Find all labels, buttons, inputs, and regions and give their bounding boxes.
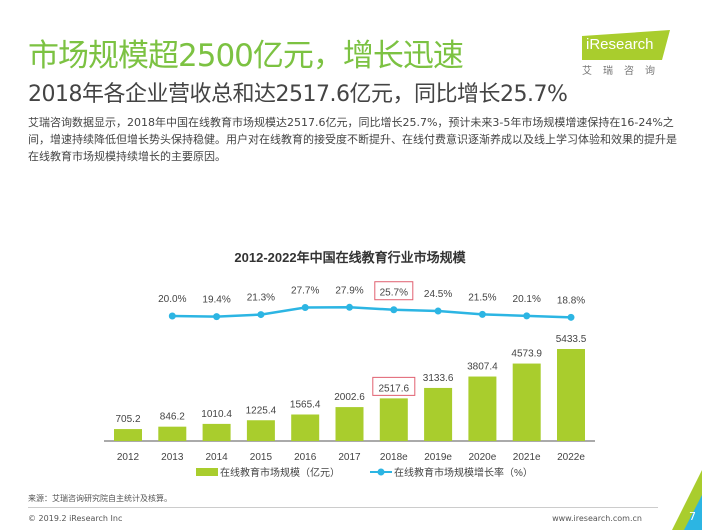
bar-value-label: 2517.6 [379, 383, 410, 394]
divider [28, 507, 658, 508]
growth-point [434, 307, 442, 315]
bar [424, 387, 453, 441]
growth-point [213, 313, 221, 321]
bar-value-label: 3807.4 [467, 362, 498, 373]
growth-point [390, 306, 398, 314]
x-tick-label: 2012 [117, 452, 140, 463]
growth-value-label: 25.7% [380, 288, 408, 299]
bar [291, 414, 320, 441]
bar-value-label: 1225.4 [246, 405, 277, 416]
growth-point [257, 311, 265, 319]
growth-point [523, 312, 531, 320]
source-note: 来源：艾瑞咨询研究院自主统计及核算。 [28, 494, 172, 503]
bar [512, 363, 541, 441]
growth-point [478, 310, 486, 318]
x-tick-label: 2015 [250, 452, 273, 463]
page-number: 7 [689, 510, 696, 523]
x-tick-label: 2022e [557, 452, 585, 463]
legend-bar-swatch [196, 468, 218, 476]
bar-value-label: 1565.4 [290, 399, 321, 410]
bar [379, 398, 408, 441]
bar [202, 423, 231, 441]
x-tick-label: 2019e [424, 452, 452, 463]
logo-subtitle: 艾瑞咨询 [582, 66, 666, 77]
x-tick-label: 2014 [205, 452, 228, 463]
bar-value-label: 2002.6 [334, 392, 365, 403]
growth-line [172, 306, 572, 319]
highlight-box [372, 376, 416, 396]
bar [468, 376, 497, 441]
bar-value-label: 4573.9 [511, 349, 542, 360]
growth-value-label: 18.8% [557, 295, 585, 306]
page-title: 市场规模超2500亿元，增长迅速 [28, 38, 464, 74]
chart: 2012-2022年中国在线教育行业市场规模 705.2 2012 846.2 201… [104, 250, 595, 479]
legend-line-marker [377, 468, 385, 476]
legend-line-label: 在线教育市场规模增长率（%） [394, 466, 533, 479]
growth-value-label: 21.3% [247, 293, 275, 304]
iresearch-logo: iResearch [582, 30, 670, 64]
x-tick-label: 2016 [294, 452, 317, 463]
bar-value-label: 3133.6 [423, 373, 454, 384]
bar-value-label: 705.2 [115, 414, 140, 425]
growth-point [346, 303, 353, 311]
bar [158, 426, 187, 441]
growth-value-label: 19.4% [202, 295, 230, 306]
growth-value-label: 24.5% [424, 289, 452, 300]
legend: 在线教育市场规模（亿元） 在线教育市场规模增长率（%） [196, 466, 533, 479]
growth-value-label: 27.7% [291, 286, 319, 297]
website-link[interactable]: www.iresearch.com.cn [552, 514, 642, 523]
bar [335, 407, 364, 441]
growth-point [567, 313, 575, 321]
growth-point [301, 304, 309, 312]
bar [114, 429, 142, 441]
bar [246, 420, 275, 441]
corner-decoration [672, 470, 702, 530]
x-tick-label: 2020e [468, 452, 496, 463]
growth-value-label: 20.0% [158, 294, 186, 305]
body-text: 艾瑞咨询数据显示，2018年中国在线教育市场规模达2517.6亿元，同比增长25… [28, 116, 677, 163]
growth-value-label: 21.5% [468, 292, 496, 303]
growth-value-label: 20.1% [513, 294, 541, 305]
page-subtitle: 2018年各企业营收总和达2517.6亿元，同比增长25.7% [28, 82, 568, 107]
growth-point [168, 312, 176, 320]
x-tick-label: 2017 [338, 452, 361, 463]
highlight-box [374, 281, 414, 301]
copyright: © 2019.2 iResearch Inc [28, 514, 123, 523]
bar-value-label: 846.2 [160, 412, 185, 423]
bar-value-label: 5433.5 [556, 334, 587, 345]
x-tick-label: 2021e [513, 452, 541, 463]
x-tick-label: 2013 [161, 452, 184, 463]
legend-bar-label: 在线教育市场规模（亿元） [220, 466, 340, 479]
growth-value-label: 27.9% [335, 285, 363, 296]
x-tick-label: 2018e [380, 452, 408, 463]
chart-title: 2012-2022年中国在线教育行业市场规模 [234, 250, 466, 265]
bar-value-label: 1010.4 [201, 409, 232, 420]
bar [557, 349, 585, 441]
